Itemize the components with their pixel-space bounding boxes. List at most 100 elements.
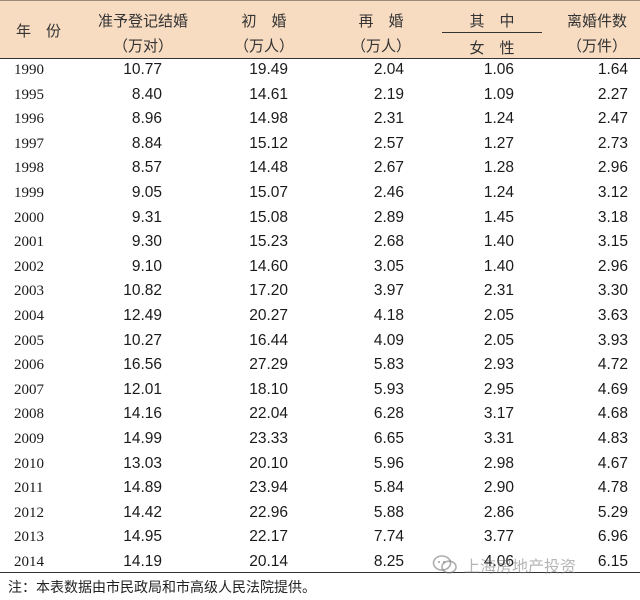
table-row: 2005 10.27 16.44 4.09 2.05 3.93: [0, 329, 640, 354]
watermark-text: 上海房地产投资: [464, 557, 577, 576]
remarriage-female-cell: 1.40: [483, 233, 514, 251]
remarriage-female-cell: 2.98: [483, 454, 514, 472]
remarriage-female-cell: 2.95: [483, 380, 514, 398]
first-marriage-cell: 14.98: [249, 110, 288, 128]
first-marriage-cell: 14.61: [249, 85, 288, 103]
table-row: 2006 16.56 27.29 5.83 2.93 4.72: [0, 353, 640, 378]
divorces-cell: 4.72: [597, 356, 628, 374]
year-cell: 2011: [14, 480, 44, 497]
remarriage-female-cell: 1.24: [483, 110, 514, 128]
first-marriage-cell: 20.14: [249, 552, 288, 570]
marriages-cell: 12.49: [123, 306, 162, 324]
remarriage-cell: 5.88: [373, 503, 404, 521]
header-group-rule: [442, 32, 542, 33]
first-marriage-cell: 20.27: [249, 306, 288, 324]
first-marriage-cell: 15.12: [249, 134, 288, 152]
remarriage-cell: 6.65: [373, 429, 404, 447]
year-cell: 2004: [14, 307, 44, 324]
marriages-cell: 16.56: [123, 356, 162, 374]
divorces-cell: 4.83: [597, 429, 628, 447]
remarriage-cell: 8.25: [373, 552, 404, 570]
divorces-cell: 3.12: [597, 183, 628, 201]
table-row: 2000 9.31 15.08 2.89 1.45 3.18: [0, 206, 640, 231]
marriages-cell: 9.30: [131, 233, 162, 251]
year-cell: 2008: [14, 406, 44, 423]
divorces-cell: 6.15: [597, 552, 628, 570]
table-header: 年 份 准予登记结婚 （万对） 初 婚 （万人） 再 婚 （万人） 其 中 女 …: [0, 0, 640, 58]
remarriage-female-cell: 2.86: [483, 503, 514, 521]
table-row: 1990 10.77 19.49 2.04 1.06 1.64: [0, 58, 640, 83]
first-marriage-cell: 17.20: [249, 282, 288, 300]
remarriage-cell: 5.84: [373, 479, 404, 497]
table-header-rule: [0, 58, 640, 59]
header-marriages-label: 准予登记结婚: [97, 13, 189, 30]
first-marriage-cell: 15.08: [249, 208, 288, 226]
divorces-cell: 4.67: [597, 454, 628, 472]
table-row: 2008 14.16 22.04 6.28 3.17 4.68: [0, 402, 640, 427]
divorces-cell: 3.15: [597, 233, 628, 251]
first-marriage-cell: 18.10: [249, 380, 288, 398]
divorces-cell: 2.73: [597, 134, 628, 152]
header-female-label: 女 性: [469, 40, 515, 57]
remarriage-female-cell: 1.28: [483, 159, 514, 177]
table-row: 1998 8.57 14.48 2.67 1.28 2.96: [0, 156, 640, 181]
divorces-cell: 5.29: [597, 503, 628, 521]
first-marriage-cell: 20.10: [249, 454, 288, 472]
first-marriage-cell: 27.29: [249, 356, 288, 374]
divorces-cell: 2.96: [597, 257, 628, 275]
remarriage-cell: 2.89: [373, 208, 404, 226]
marriages-cell: 10.27: [123, 331, 162, 349]
remarriage-cell: 2.68: [373, 233, 404, 251]
remarriage-female-cell: 2.93: [483, 356, 514, 374]
table-row: 1999 9.05 15.07 2.46 1.24 3.12: [0, 181, 640, 206]
remarriage-cell: 2.46: [373, 183, 404, 201]
remarriage-female-cell: 3.77: [483, 528, 514, 546]
year-cell: 1997: [14, 135, 44, 152]
remarriage-cell: 5.96: [373, 454, 404, 472]
marriages-cell: 10.77: [123, 61, 162, 78]
divorces-cell: 4.78: [597, 479, 628, 497]
year-cell: 1990: [14, 62, 44, 78]
year-cell: 1998: [14, 160, 44, 177]
marriages-cell: 8.96: [131, 110, 162, 128]
marriages-cell: 8.84: [131, 134, 162, 152]
table-row: 2003 10.82 17.20 3.97 2.31 3.30: [0, 279, 640, 304]
table-row: 2009 14.99 23.33 6.65 3.31 4.83: [0, 427, 640, 452]
table-footnote: 注：本表数据由市民政局和市高级人民法院提供。: [8, 580, 316, 596]
remarriage-female-cell: 1.09: [483, 85, 514, 103]
year-cell: 2014: [14, 553, 44, 570]
table-body: 1990 10.77 19.49 2.04 1.06 1.64 1995 8.40 14.61 2…: [0, 58, 640, 574]
header-first-marriage-label: 初 婚: [241, 13, 287, 30]
marriages-cell: 14.95: [123, 528, 162, 546]
wechat-icon: [432, 554, 458, 576]
marriages-cell: 9.05: [131, 183, 162, 201]
year-cell: 1999: [14, 184, 44, 201]
marriages-cell: 8.40: [131, 85, 162, 103]
first-marriage-cell: 16.44: [249, 331, 288, 349]
remarriage-cell: 6.28: [373, 405, 404, 423]
remarriage-female-cell: 2.05: [483, 331, 514, 349]
remarriage-cell: 5.93: [373, 380, 404, 398]
marriages-cell: 8.57: [131, 159, 162, 177]
first-marriage-cell: 22.04: [249, 405, 288, 423]
year-cell: 2003: [14, 283, 44, 300]
remarriage-cell: 4.09: [373, 331, 404, 349]
header-first-marriage-unit: （万人）: [233, 38, 295, 55]
remarriage-female-cell: 1.06: [483, 61, 514, 78]
table-bottom-rule: [0, 572, 640, 573]
table-row: 2007 12.01 18.10 5.93 2.95 4.69: [0, 378, 640, 403]
first-marriage-cell: 23.94: [249, 479, 288, 497]
marriages-cell: 10.82: [123, 282, 162, 300]
divorces-cell: 3.30: [597, 282, 628, 300]
marriages-cell: 9.31: [131, 208, 162, 226]
header-marriages-unit: （万对）: [112, 38, 174, 55]
table-row: 2010 13.03 20.10 5.96 2.98 4.67: [0, 452, 640, 477]
header-year: 年 份: [16, 23, 62, 40]
remarriage-cell: 2.57: [373, 134, 404, 152]
table-row: 2013 14.95 22.17 7.74 3.77 6.96: [0, 525, 640, 550]
year-cell: 2006: [14, 357, 44, 374]
table-row: 2002 9.10 14.60 3.05 1.40 2.96: [0, 255, 640, 280]
remarriage-female-cell: 2.31: [483, 282, 514, 300]
table-row: 2011 14.89 23.94 5.84 2.90 4.78: [0, 476, 640, 501]
